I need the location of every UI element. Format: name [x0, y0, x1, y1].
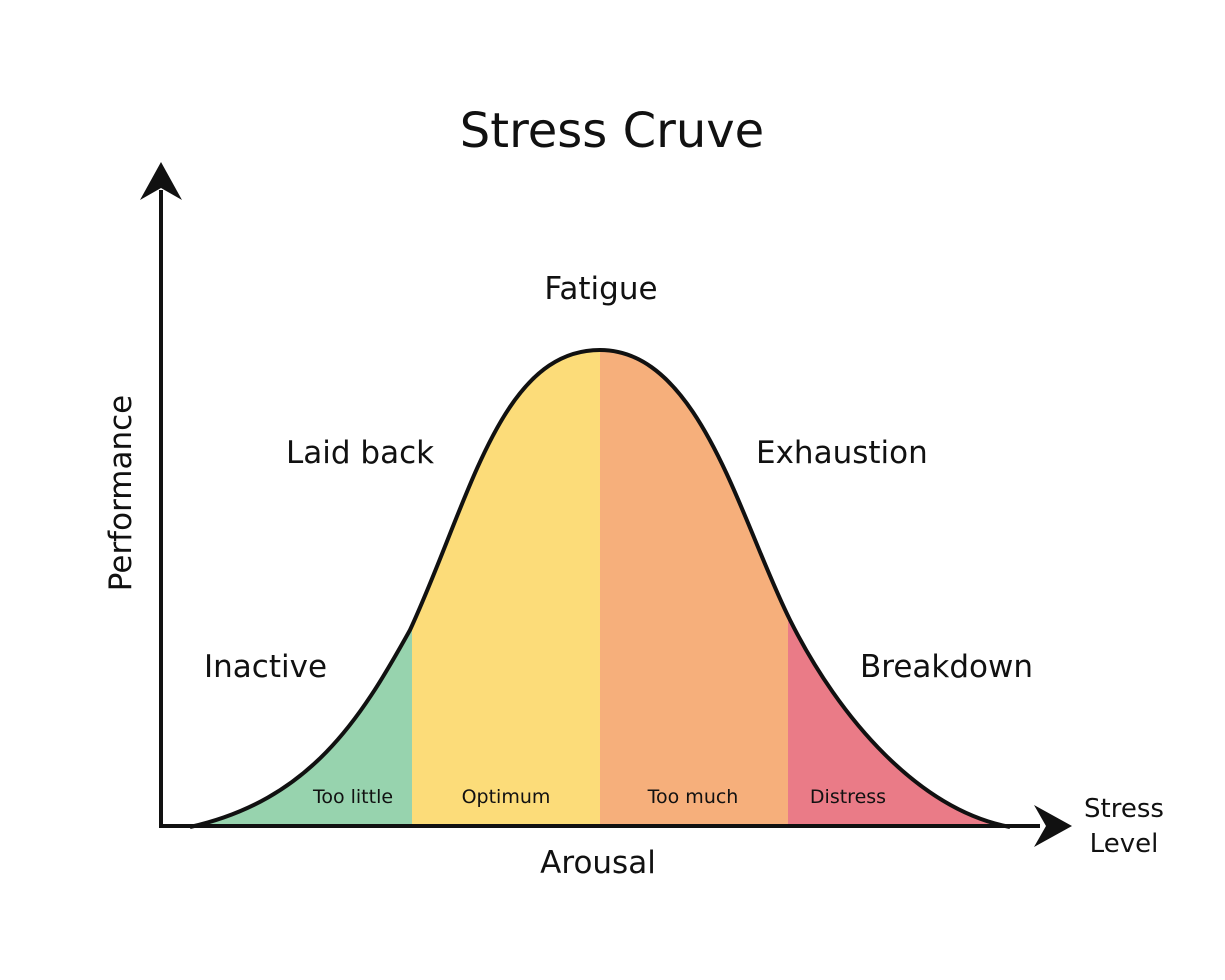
performance-curve	[189, 347, 1011, 829]
x-axis	[159, 805, 1072, 847]
x-axis-label: Arousal	[540, 845, 656, 881]
x-axis-end-label-line2: Level	[1090, 829, 1159, 859]
zone-label-too-little: Too little	[312, 786, 393, 808]
label-laid-back: Laid back	[286, 435, 434, 471]
zone-distress-fill	[788, 350, 1010, 827]
page-title: Stress Cruve	[460, 103, 764, 159]
label-exhaustion: Exhaustion	[756, 435, 928, 471]
label-inactive: Inactive	[204, 649, 327, 685]
y-axis-arrow-icon	[140, 162, 182, 200]
label-breakdown: Breakdown	[860, 649, 1033, 685]
zone-fills	[190, 350, 1010, 827]
x-axis-end-label-line1: Stress	[1084, 794, 1164, 824]
zone-too-much-fill	[600, 350, 788, 827]
x-axis-arrow-icon	[1034, 805, 1072, 847]
zone-optimum-fill	[412, 350, 600, 827]
y-axis-label: Performance	[103, 395, 139, 591]
zone-label-distress: Distress	[810, 786, 886, 808]
label-fatigue: Fatigue	[544, 271, 657, 307]
zone-label-optimum: Optimum	[462, 786, 551, 808]
zone-too-little-fill	[190, 350, 412, 827]
zone-label-too-much: Too much	[647, 786, 739, 808]
y-axis	[140, 162, 182, 828]
